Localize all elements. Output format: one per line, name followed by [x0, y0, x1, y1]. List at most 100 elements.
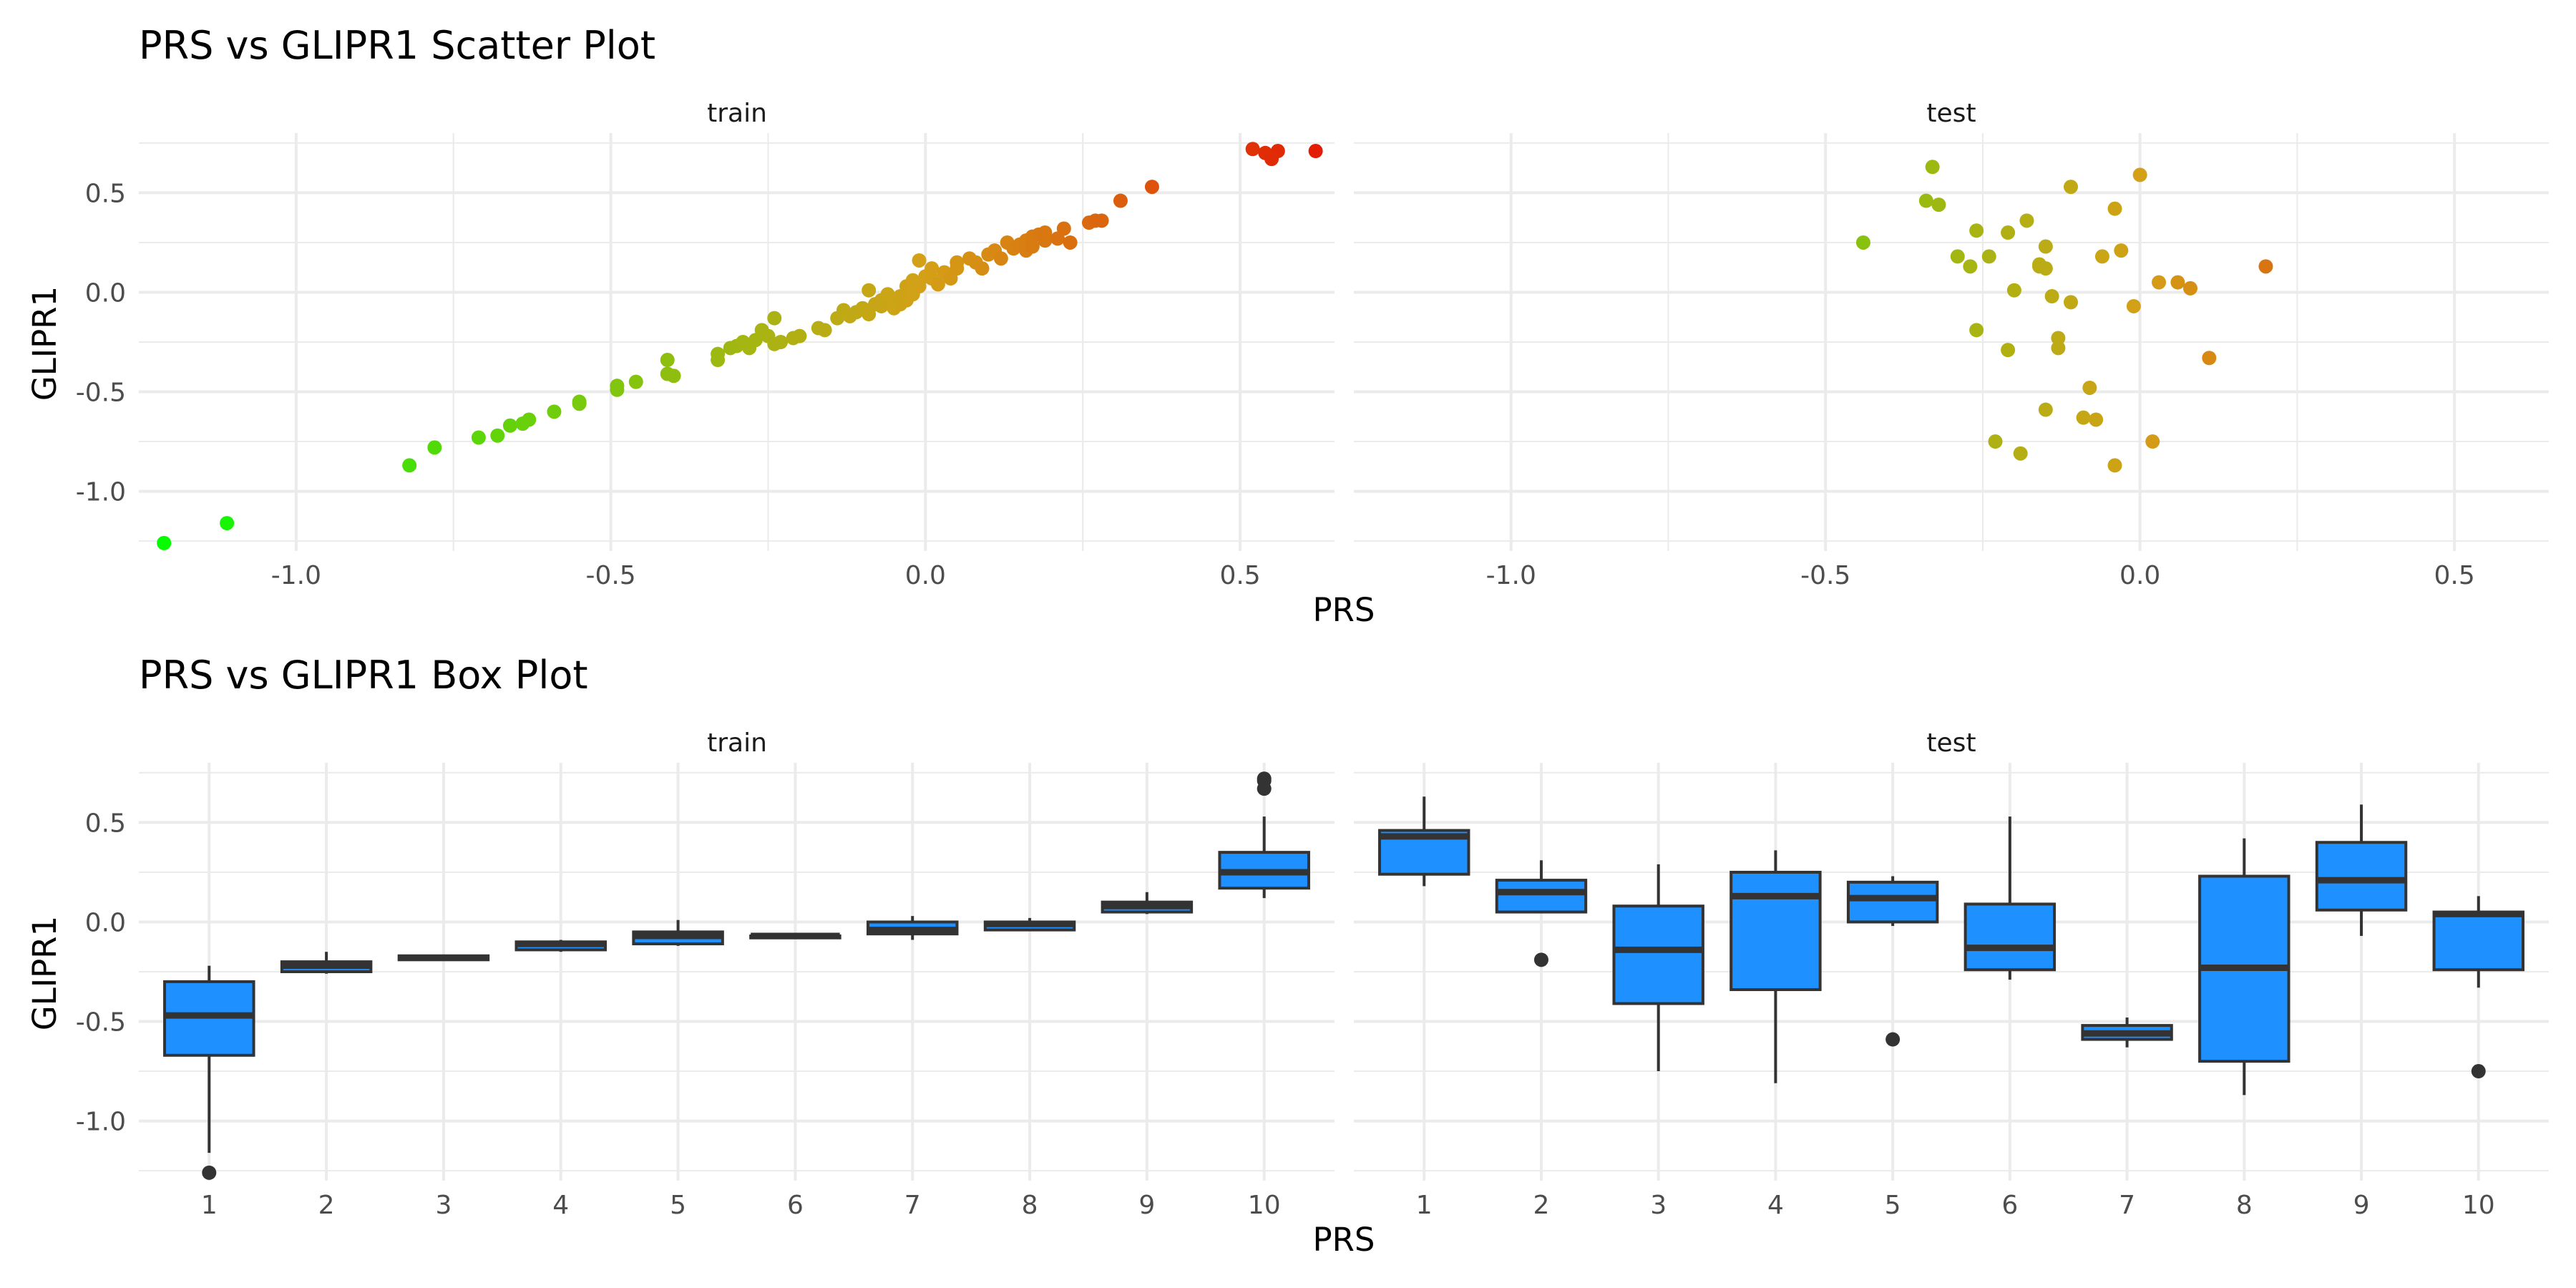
scatter-train-point [862, 283, 877, 298]
box-panel-test: 1 2 3 4 5 6 7 8 9 10 [1354, 763, 2549, 1220]
scatter-test-point [2126, 298, 2141, 313]
scatter-test-point [2006, 283, 2021, 298]
box-test-9 [2315, 804, 2408, 936]
scatter-train-point [502, 418, 517, 433]
scatter-test-point [2019, 213, 2034, 228]
scatter-panel-test: -1.0 -0.5 0.0 0.5 [1354, 133, 2549, 590]
scatter-train-point [767, 311, 782, 326]
scatter-test-strip-label: test [1926, 99, 1976, 128]
box-train-6 [749, 932, 841, 940]
scatter-test-x-tick-label: -0.5 [1800, 561, 1850, 590]
scatter-train-point [220, 516, 235, 531]
box-test-x-tick-label: 6 [2001, 1191, 2018, 1220]
scatter-train-point [547, 404, 562, 419]
scatter-train-point [666, 369, 681, 384]
scatter-test-point [2038, 239, 2053, 254]
scatter-test-point [2082, 380, 2097, 395]
scatter-test-point [2051, 341, 2066, 356]
box-train-10 [1218, 771, 1310, 899]
scatter-train-point [924, 261, 940, 276]
box-test-x-tick-label: 4 [1767, 1191, 1784, 1220]
scatter-test-point [1969, 323, 1984, 338]
scatter-y-axis-label: GLIPR1 [26, 286, 64, 401]
box-y-tick-label: 0.5 [85, 809, 126, 838]
scatter-train-point [402, 458, 417, 473]
scatter-train-point [1245, 142, 1260, 157]
box-test-x-tick-label: 1 [1416, 1191, 1433, 1220]
scatter-test-point [2132, 167, 2147, 182]
box-iqr-rect [2432, 910, 2524, 972]
box-test-x-tick-label: 7 [2119, 1191, 2135, 1220]
scatter-test-point [2170, 275, 2185, 290]
scatter-test-point [2064, 180, 2078, 195]
box-train-8 [983, 917, 1076, 932]
box-test-5 [1846, 876, 1939, 1047]
box-train-5 [632, 919, 724, 946]
scatter-test-point [2051, 331, 2066, 346]
scatter-train-point [975, 261, 990, 276]
box-iqr-rect [1495, 879, 1588, 914]
scatter-test-point [2202, 351, 2217, 366]
box-iqr-rect [1729, 870, 1822, 992]
scatter-test-point [2001, 343, 2016, 358]
scatter-test-point [2038, 261, 2053, 276]
scatter-test-point [2107, 201, 2122, 216]
scatter-train-point [490, 428, 505, 443]
box-train-x-tick-label: 6 [787, 1191, 804, 1220]
scatter-train-strip-label: train [707, 99, 767, 128]
scatter-test-point [2258, 259, 2273, 274]
scatter-train-point [1056, 221, 1071, 236]
scatter-train-point [1025, 239, 1040, 254]
box-train-7 [866, 916, 959, 940]
box-y-tick-label: 0.0 [85, 908, 126, 937]
box-train-3 [397, 954, 490, 962]
scatter-train-point [157, 535, 172, 550]
box-test-1 [1378, 796, 1470, 887]
box-train-4 [514, 940, 608, 952]
box-test-x-tick-label: 10 [2462, 1191, 2495, 1220]
box-iqr-rect [1612, 904, 1704, 1005]
box-train-x-tick-label: 2 [318, 1191, 335, 1220]
scatter-train-x-tick-label: -0.5 [585, 561, 635, 590]
box-test-10 [2432, 896, 2524, 1079]
scatter-panel-train: -1.0 -0.5 0.0 0.5 0.5 0.0 -0.5 -1.0 [76, 133, 1335, 590]
scatter-train-point [950, 255, 965, 270]
scatter-train-point [572, 394, 587, 409]
box-y-axis-label: GLIPR1 [26, 916, 64, 1030]
box-iqr-rect [1963, 902, 2057, 972]
box-y-tick-label: -0.5 [76, 1008, 126, 1038]
scatter-train-point [628, 374, 643, 389]
scatter-y-tick-label: -1.0 [76, 478, 126, 507]
box-test-6 [1963, 816, 2057, 980]
box-test-x-tick-label: 3 [1650, 1191, 1667, 1220]
box-panel-train: 1 2 3 4 5 6 7 8 9 10 0.5 0.0 -0.5 -1.0 [76, 763, 1335, 1220]
box-outlier-point [1257, 781, 1272, 796]
scatter-train-point [1113, 193, 1128, 208]
scatter-train-x-tick-label: 0.0 [905, 561, 946, 590]
scatter-train-x-tick-label: 0.5 [1219, 561, 1260, 590]
box-test-8 [2198, 838, 2290, 1096]
scatter-test-point [2044, 289, 2059, 304]
scatter-test-point [1918, 193, 1933, 208]
scatter-train-point [711, 346, 726, 361]
box-test-3 [1612, 864, 1704, 1072]
scatter-train-point [912, 253, 927, 268]
scatter-test-point [1969, 223, 1984, 238]
scatter-test-point [1855, 235, 1870, 250]
box-train-2 [280, 952, 373, 974]
scatter-test-point [2107, 458, 2122, 473]
scatter-test-point [2152, 275, 2167, 290]
scatter-test-point [2001, 225, 2016, 240]
box-x-axis-label: PRS [1313, 1221, 1375, 1259]
scatter-train-point [427, 440, 442, 455]
scatter-title: PRS vs GLIPR1 Scatter Plot [139, 23, 655, 68]
scatter-x-axis-label: PRS [1313, 591, 1375, 629]
scatter-test-point [2076, 410, 2091, 425]
scatter-test-x-tick-label: -1.0 [1486, 561, 1536, 590]
scatter-train-point [930, 277, 945, 292]
box-test-x-tick-label: 5 [1885, 1191, 1901, 1220]
box-iqr-rect [2315, 841, 2408, 912]
box-title: PRS vs GLIPR1 Box Plot [139, 653, 588, 698]
scatter-train-x-tick-label: -1.0 [271, 561, 321, 590]
box-test-strip-label: test [1926, 728, 1976, 758]
